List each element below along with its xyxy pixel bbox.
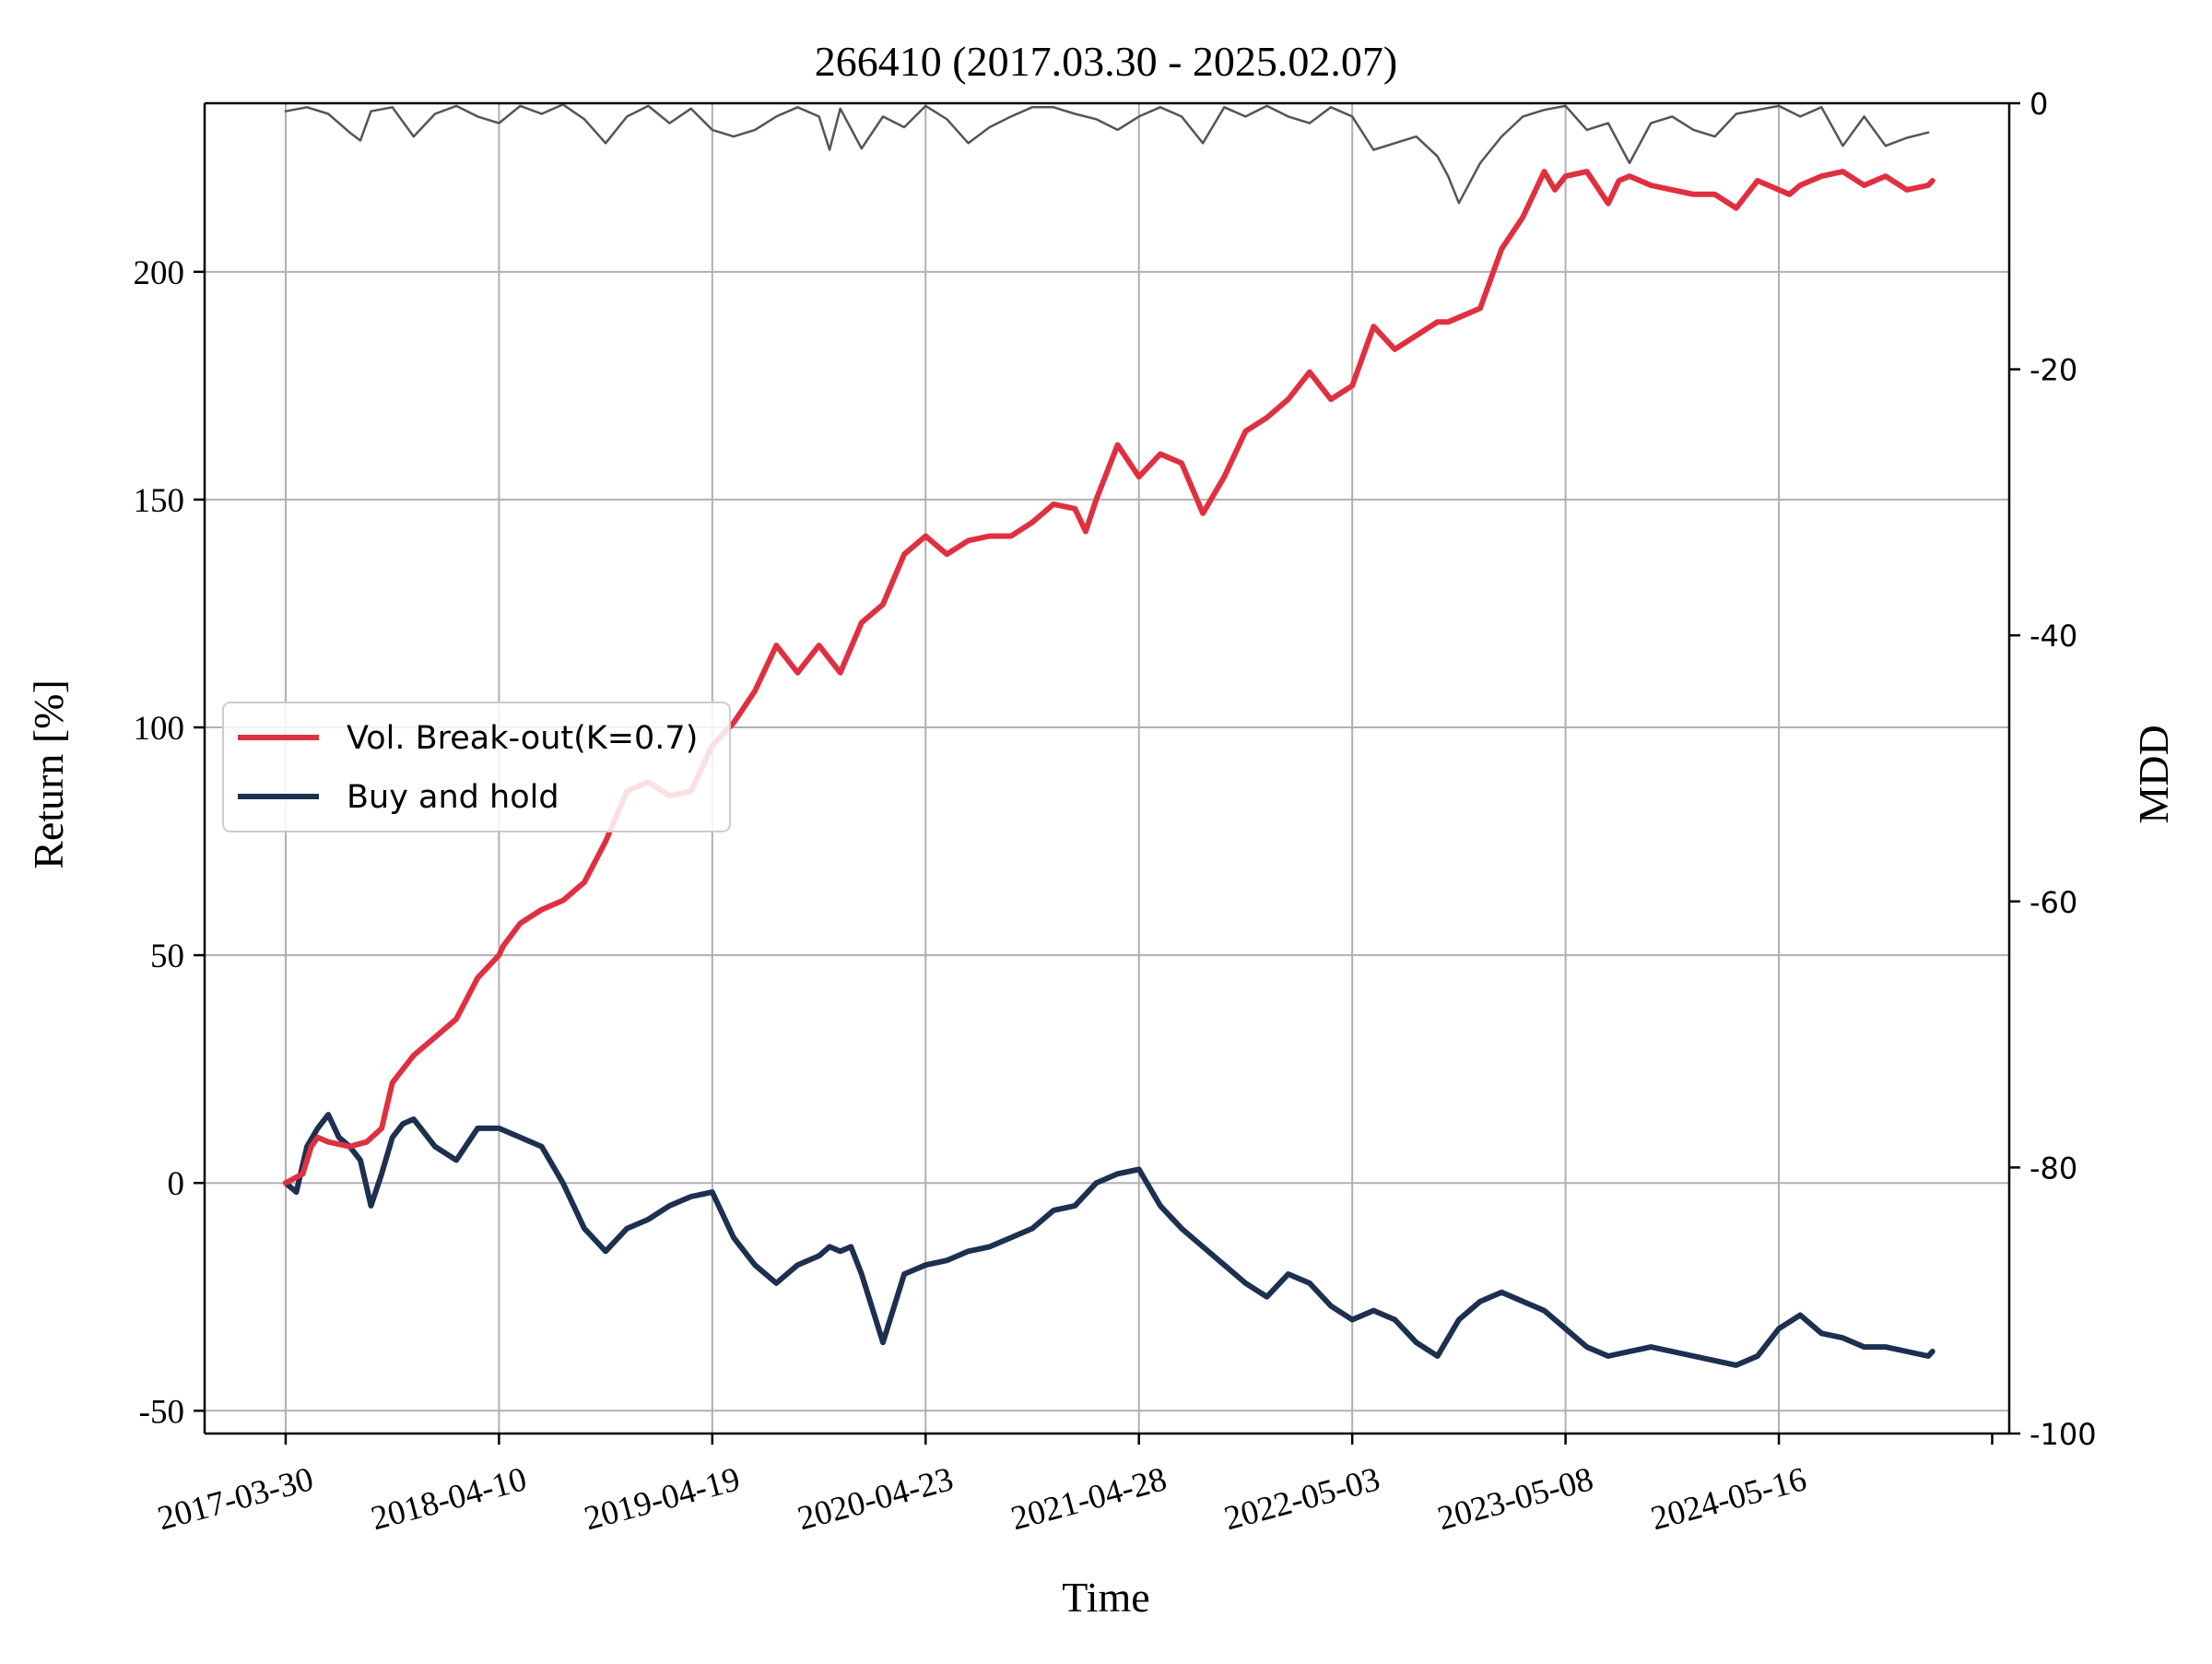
y2-axis-title: MDD	[2130, 725, 2177, 823]
legend-label-vol-breakout: Vol. Break-out(K=0.7)	[347, 720, 698, 757]
x-axis-title: Time	[1062, 1574, 1149, 1621]
legend: Vol. Break-out(K=0.7) Buy and hold	[222, 702, 731, 832]
y-tick-label-3: 100	[134, 710, 185, 748]
series-lines	[282, 103, 1936, 1368]
y-tick-label-0: -50	[139, 1393, 184, 1431]
vol-breakout-line	[282, 169, 1936, 1186]
buy-and-hold-line	[282, 1112, 1936, 1368]
y2-tick-label-1: -20	[2030, 353, 2077, 388]
y2-tick-label-3: -60	[2030, 885, 2077, 920]
legend-label-buy-and-hold: Buy and hold	[347, 779, 559, 816]
y2-tick-label-2: -40	[2030, 619, 2077, 654]
y-tick-label-4: 150	[134, 482, 185, 520]
mdd-line	[284, 103, 1930, 205]
y2-tick-label-5: -100	[2030, 1417, 2097, 1452]
y2-tick-label-4: -80	[2030, 1151, 2077, 1186]
y-tick-label-1: 0	[168, 1165, 185, 1203]
y-axis-title: Return [%]	[25, 679, 72, 869]
y-tick-label-2: 50	[150, 938, 184, 975]
y2-tick-label-0: 0	[2030, 87, 2048, 122]
y-tick-label-5: 200	[134, 254, 185, 292]
axes	[194, 101, 2020, 1445]
chart-title: 266410 (2017.03.30 - 2025.02.07)	[815, 38, 1397, 85]
legend-box	[222, 702, 731, 832]
